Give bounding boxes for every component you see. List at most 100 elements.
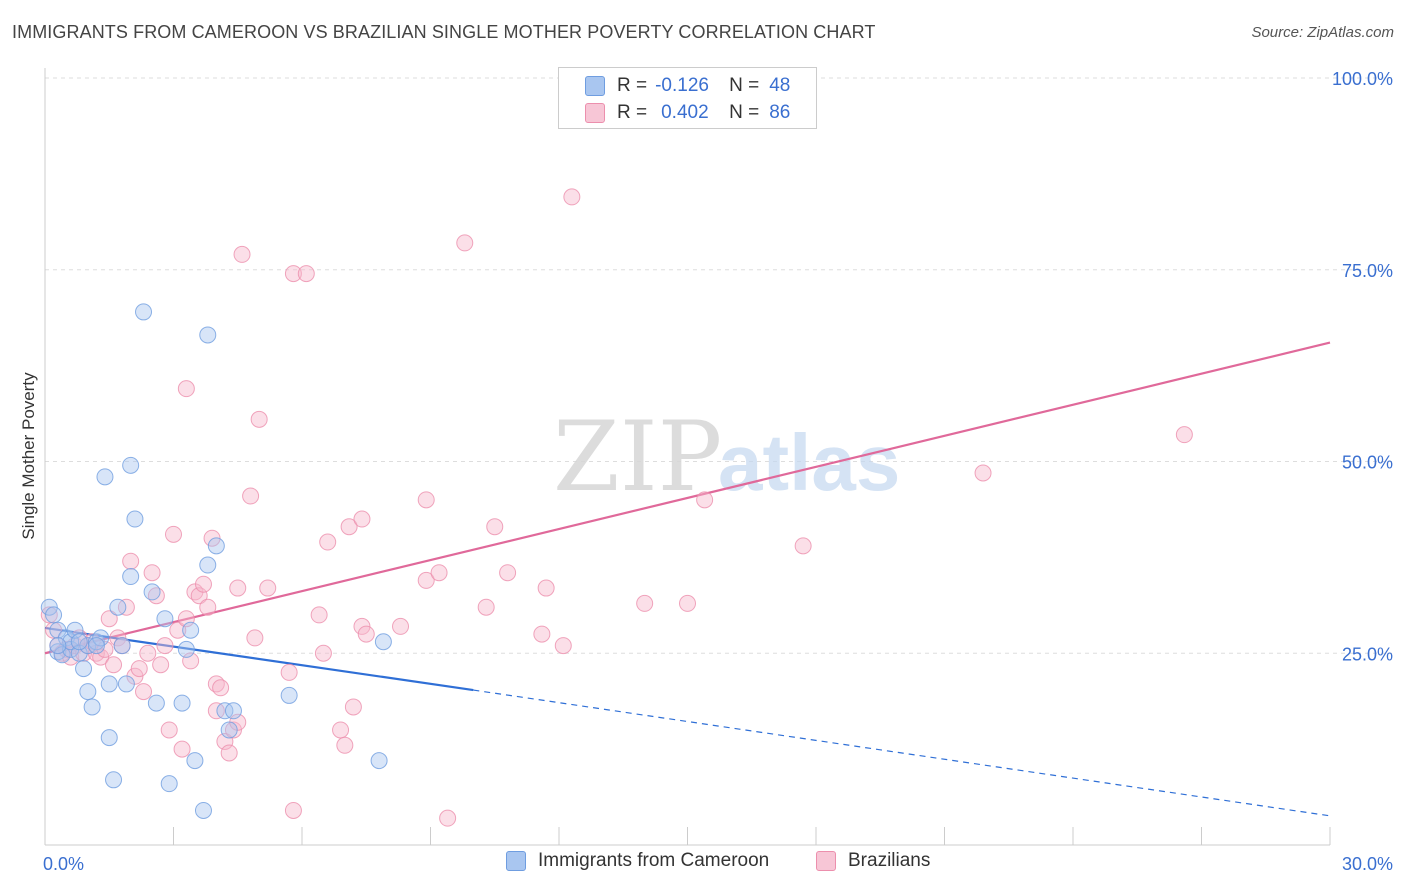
series-legend: Immigrants from Cameroon Brazilians [0,850,1406,880]
brazilian-point [250,410,268,428]
brazilian-point [344,698,362,716]
y-tick-label: 50.0% [1342,453,1393,473]
brazilian-point [105,656,123,674]
x-tick-label-min: 0.0% [43,854,84,874]
correlation-legend: R = -0.126 N = 48 R = 0.402 N = 86 [558,67,817,129]
brazilian-point [203,529,221,547]
brazilian-point [165,525,182,543]
brazilian-point [220,744,238,762]
brazilian-point [340,518,358,536]
legend-r-value: 0.402 [661,102,709,123]
brazilian-point [109,629,127,647]
brazilian-point [284,265,302,283]
brazilian-point [122,552,140,570]
brazilian-point [199,598,217,616]
brazilian-point [259,579,277,597]
brazilian-point [1175,426,1193,444]
legend-row-cameroon: R = -0.126 N = 48 [585,74,790,98]
legend-n-label: N = [729,75,760,96]
brazilian-point [233,245,251,263]
brazilian-point [533,625,551,643]
brazilian-point [477,598,495,616]
legend-r-label: R = [617,102,648,123]
brazilian-point [314,644,332,662]
legend-item-cameroon[interactable]: Immigrants from Cameroon [506,850,769,872]
brazilian-point [160,721,178,739]
watermark-atlas: atlas [718,418,900,507]
brazilian-point [152,656,170,674]
cameroon-point [70,633,88,651]
cameroon-point [79,683,97,701]
brazilian-point [417,571,435,589]
cameroon-point [207,537,225,555]
brazilian-point [319,533,337,551]
cameroon-point [49,637,67,655]
cameroon-point [75,660,93,678]
legend-item-brazilians[interactable]: Brazilians [816,850,930,872]
brazilian-point [679,594,696,612]
brazilian-point [177,380,195,398]
brazilian-point [392,617,410,635]
brazilian-point [353,617,371,635]
cameroon-point [143,583,161,601]
brazilian-point [156,637,174,655]
legend-n-label: N = [729,102,760,123]
brazilian-point [794,537,812,555]
brazilian-point [563,188,581,206]
cameroon-point [45,606,63,624]
brazilian-point [135,683,153,701]
brazilian-point [280,663,298,681]
brazilian-point [173,740,191,758]
x-tick-label-max: 30.0% [1342,854,1393,874]
legend-n-value: 86 [769,102,791,123]
cameroon-point [160,775,178,793]
cameroon-point [100,675,118,693]
brazilian-point [696,491,714,509]
cameroon-point [194,801,212,819]
legend-swatch-blue [506,851,526,871]
cameroon-trend-line [44,626,474,692]
watermark: ZIP atlas [553,401,900,513]
cameroon-point [92,629,110,647]
axes [44,68,1331,846]
y-tick-label: 25.0% [1342,644,1393,664]
cameroon-point [122,568,140,586]
brazilian-point [207,702,225,720]
brazilian-point [194,575,212,593]
legend-n-value: 48 [769,75,791,96]
legend-r-value: -0.126 [655,75,709,96]
cameroon-point [109,598,127,616]
cameroon-point [220,721,238,739]
brazilian-point [310,606,328,624]
cameroon-point [113,637,131,655]
brazilian-point [439,809,457,827]
cameroon-point [224,702,242,720]
cameroon-point [173,694,191,712]
brazilians-trend-line [44,341,1331,655]
brazilian-point [130,660,148,678]
brazilian-point [139,644,157,662]
watermark-zip: ZIP [553,401,722,513]
brazilian-point [242,487,260,505]
cameroon-point [147,694,165,712]
legend-label-brazilians: Brazilians [848,850,931,871]
cameroon-point [135,303,153,321]
legend-label-cameroon: Immigrants from Cameroon [538,850,770,871]
brazilian-point [974,464,992,482]
cameroon-point [40,598,58,616]
cameroon-point [83,698,101,716]
cameroon-point [105,771,123,789]
cameroon-point [53,646,71,664]
chart-title: IMMIGRANTS FROM CAMEROON VS BRAZILIAN SI… [12,22,876,42]
cameroon-point [100,729,118,747]
cameroon-point [117,675,135,693]
brazilian-point [430,564,448,582]
brazilian-point [537,579,555,597]
cameroon-point [126,510,144,528]
y-axis-label: Single Mother Poverty [19,372,38,540]
brazilian-point [169,621,187,639]
cameroon-point [177,640,195,658]
brazilian-point [224,721,242,739]
source-credit: Source: ZipAtlas.com [1251,24,1394,41]
